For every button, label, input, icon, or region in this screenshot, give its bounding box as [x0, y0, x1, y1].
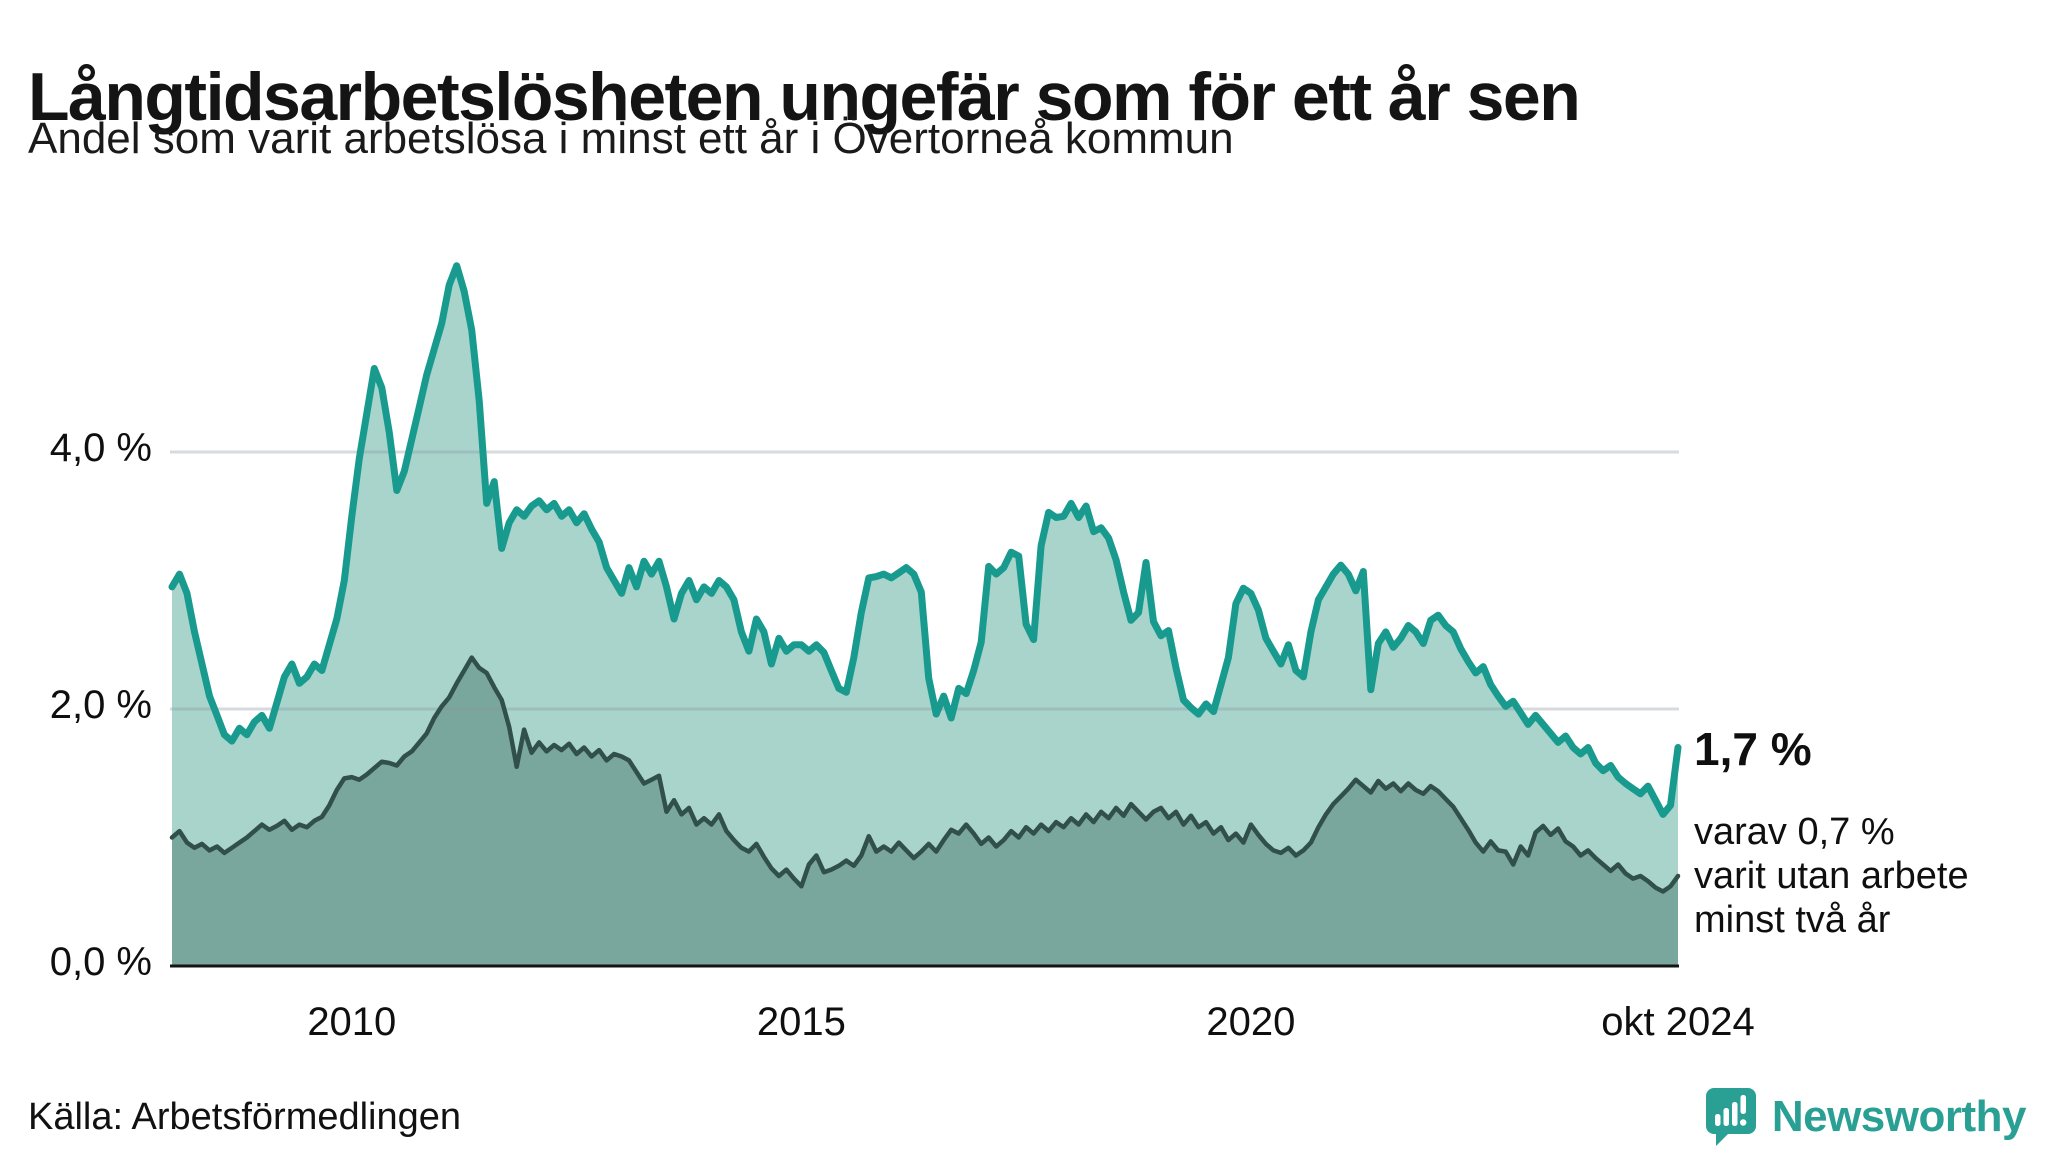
brand-lockup: Newsworthy [1704, 1086, 2027, 1148]
bar-small [1714, 1114, 1721, 1126]
exclamation-bar [1740, 1095, 1746, 1114]
annotation-line-3: minst två år [1694, 899, 1891, 942]
exclamation-dot [1739, 1119, 1747, 1126]
bar-medium [1723, 1108, 1729, 1126]
annotation-line-2: varit utan arbete [1694, 855, 1969, 898]
latest-sub-annotation: varav 0,7 % varit utan arbete minst två … [1694, 810, 1969, 942]
gridlines [170, 450, 1679, 711]
annotation-line-1: varav 0,7 % [1694, 811, 1895, 853]
latest-value-label: 1,7 % [1694, 723, 1812, 775]
bar-large [1731, 1102, 1738, 1126]
line-two-year [169, 655, 1681, 894]
line-one-year [168, 262, 1682, 818]
brand-name: Newsworthy [1771, 1092, 2027, 1141]
source-note: Källa: Arbetsförmedlingen [28, 1096, 462, 1138]
page-title: Långtidsarbetslösheten ungefär som för e… [28, 58, 1581, 135]
page-subtitle: Andel som varit arbetslösa i minst ett å… [28, 114, 1234, 163]
newsworthy-logo-icon [1705, 1088, 1756, 1146]
area-fill-two-year [172, 657, 1678, 966]
speech-bubble-shape [1705, 1088, 1756, 1146]
